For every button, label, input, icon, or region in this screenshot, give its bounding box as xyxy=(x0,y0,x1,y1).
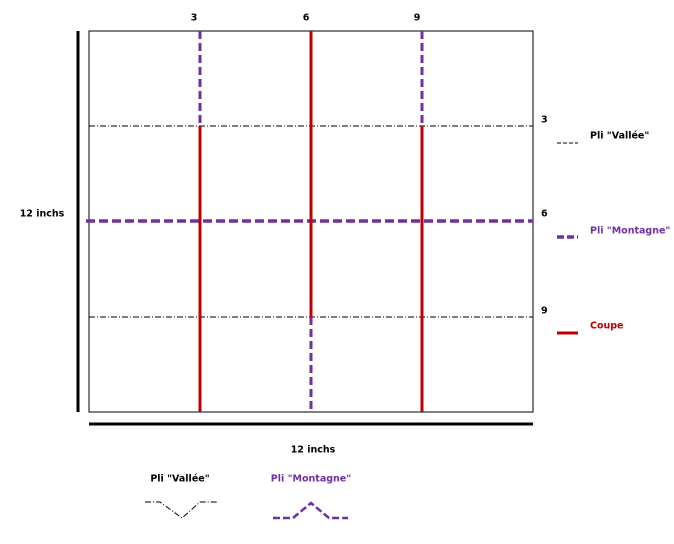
top-label: 3 xyxy=(191,13,198,24)
right-label: 6 xyxy=(541,209,548,220)
mountain-symbol xyxy=(273,501,348,520)
right-label: 9 xyxy=(541,306,548,317)
symbol-label: Pli "Vallée" xyxy=(150,474,209,485)
top-label: 9 xyxy=(414,13,421,24)
right-label: 3 xyxy=(541,115,548,126)
legend-label: Pli "Montagne" xyxy=(590,226,670,237)
bottom-dimension: 12 inchs xyxy=(291,445,336,456)
legend-label: Pli "Vallée" xyxy=(590,131,649,142)
top-label: 6 xyxy=(303,13,310,24)
valley-symbol xyxy=(145,501,218,519)
symbol-label: Pli "Montagne" xyxy=(271,474,351,485)
legend-label: Coupe xyxy=(590,321,624,332)
left-dimension: 12 inchs xyxy=(20,209,65,220)
